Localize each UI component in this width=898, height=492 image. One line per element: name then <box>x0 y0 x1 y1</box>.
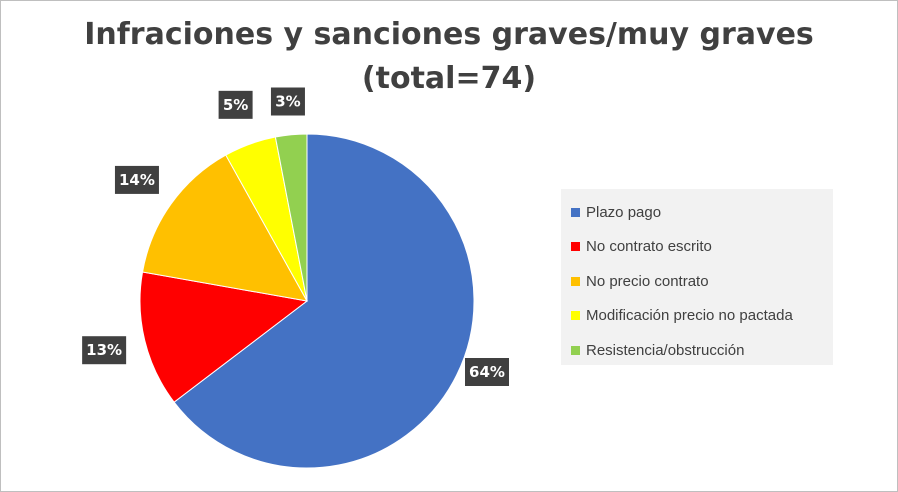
legend-swatch <box>571 276 580 286</box>
data-label-box <box>270 87 305 116</box>
legend-item-plazo-pago: Plazo pago <box>561 195 833 230</box>
chart-legend: Plazo pago No contrato escrito No precio c… <box>561 189 833 365</box>
data-label-box <box>114 165 159 194</box>
legend-label: Plazo pago <box>586 203 662 221</box>
legend-label: No contrato escrito <box>586 238 712 256</box>
legend-swatch <box>571 242 580 252</box>
chart-title: Infraciones y sanciones graves/muy grave… <box>1 13 897 101</box>
data-label-resistencia-obstruccion: 3% <box>270 87 305 116</box>
data-label-modificacion-precio-no-pactada: 5% <box>218 90 253 119</box>
data-label-text: 13% <box>86 341 122 359</box>
data-label-text: 64% <box>469 363 505 381</box>
data-label-no-contrato-escrito: 13% <box>82 336 127 365</box>
legend-label: No precio contrato <box>586 272 709 290</box>
chart-title-line-1: Infraciones y sanciones graves/muy grave… <box>84 17 814 52</box>
pie-slice-resistencia-obstruccion <box>274 133 308 302</box>
pie-slice-no-contrato-escrito <box>139 271 309 403</box>
chart-title-line-2: (total=74) <box>361 61 537 96</box>
legend-swatch <box>571 311 580 321</box>
legend-item-resistencia-obstruccion: Resistencia/obstrucción <box>561 333 833 368</box>
data-label-text: 3% <box>275 93 300 111</box>
data-label-no-precio-contrato: 14% <box>114 165 159 194</box>
pie-slice-no-precio-contrato <box>141 154 308 302</box>
data-label-plazo-pago: 64% <box>465 358 509 386</box>
legend-label: Modificación precio no pactada <box>586 307 793 325</box>
data-label-text: 5% <box>223 96 248 114</box>
data-label-text: 14% <box>119 171 155 189</box>
legend-swatch <box>571 207 580 217</box>
legend-item-modificacion-precio-no-pactada: Modificación precio no pactada <box>561 299 833 334</box>
legend-item-no-contrato-escrito: No contrato escrito <box>561 230 833 265</box>
data-label-box <box>465 358 509 386</box>
pie-slice-plazo-pago <box>173 133 475 469</box>
data-label-box <box>82 336 127 365</box>
legend-item-no-precio-contrato: No precio contrato <box>561 264 833 299</box>
data-label-box <box>218 90 253 119</box>
legend-swatch <box>571 345 580 355</box>
legend-label: Resistencia/obstrucción <box>586 341 745 359</box>
